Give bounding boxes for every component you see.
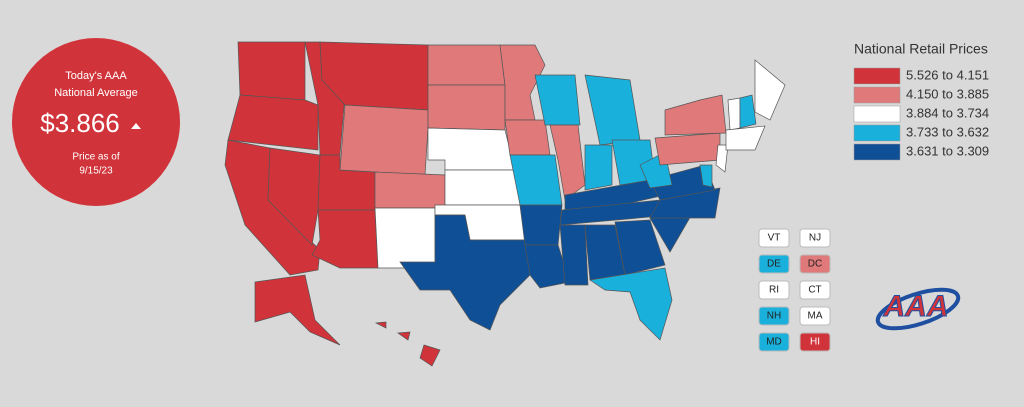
state <box>649 164 716 201</box>
state-box: DE <box>758 254 790 274</box>
box-bg <box>758 332 790 352</box>
state <box>589 267 673 341</box>
box-bg <box>758 228 790 248</box>
box-bg <box>799 332 831 352</box>
state <box>524 244 571 289</box>
box-label: DE <box>767 259 781 270</box>
state <box>664 94 727 136</box>
up-arrow <box>131 123 141 129</box>
logo-text: AAA <box>883 290 949 323</box>
state <box>311 209 379 269</box>
state <box>519 204 563 246</box>
state <box>374 171 446 209</box>
state <box>397 331 411 341</box>
state <box>237 41 306 101</box>
box-bg <box>758 306 790 326</box>
box-bg <box>758 254 790 274</box>
state <box>267 147 321 246</box>
box-label: NJ <box>809 233 821 244</box>
box-bg <box>799 280 831 300</box>
state <box>534 74 581 126</box>
state <box>254 274 341 346</box>
state-box: NH <box>758 306 790 326</box>
state <box>549 124 586 201</box>
legend-swatch <box>853 86 901 104</box>
legend-title: National Retail Prices <box>854 41 988 57</box>
state <box>754 59 786 121</box>
box-label: DC <box>808 259 822 270</box>
box-bg <box>799 228 831 248</box>
state-box: RI <box>758 280 790 300</box>
state <box>559 224 589 286</box>
card-line: National Average <box>54 87 138 99</box>
legend-label: 4.150 to 3.885 <box>906 86 989 101</box>
price-card: Today's AAA National Average $3.866 Pric… <box>12 38 180 206</box>
box-label: CT <box>808 285 821 296</box>
legend-label: 5.526 to 4.151 <box>906 67 989 82</box>
legend-label: 3.631 to 3.309 <box>906 143 989 158</box>
card-date: Price as of <box>72 152 119 163</box>
legend-swatch <box>853 143 901 161</box>
legend-label: 3.733 to 3.632 <box>906 124 989 139</box>
state <box>339 104 429 176</box>
box-label: NH <box>767 311 781 322</box>
legend: National Retail Prices 5.526 to 4.151 4.1… <box>853 41 989 161</box>
state <box>227 94 319 151</box>
state <box>727 97 741 131</box>
legend-label: 3.884 to 3.734 <box>906 105 989 120</box>
state-box: VT <box>758 228 790 248</box>
legend-swatch <box>853 105 901 123</box>
box-label: VT <box>768 233 781 244</box>
state <box>699 164 713 188</box>
state <box>444 169 521 206</box>
state <box>584 144 613 191</box>
state-box: MD <box>758 332 790 352</box>
aaa-logo: AAA <box>875 287 961 331</box>
state <box>427 44 506 86</box>
card-circle <box>12 38 180 206</box>
box-bg <box>799 254 831 274</box>
box-bg <box>799 306 831 326</box>
state-box: HI <box>799 332 831 352</box>
state-box: CT <box>799 280 831 300</box>
state <box>427 84 506 131</box>
card-line: Today's AAA <box>65 70 127 82</box>
state <box>504 119 551 156</box>
state-box: NJ <box>799 228 831 248</box>
state-box: DC <box>799 254 831 274</box>
state-box: MA <box>799 306 831 326</box>
box-label: MA <box>808 311 823 322</box>
state <box>614 219 666 276</box>
box-label: MD <box>766 337 782 348</box>
state <box>725 125 766 151</box>
state <box>374 321 387 329</box>
state <box>499 44 546 121</box>
card-date: 9/15/23 <box>79 166 113 177</box>
box-label: RI <box>769 285 779 296</box>
state <box>715 144 729 173</box>
small-state-boxes: VT NJ DE DC RI CT NH MA MD HI <box>758 228 831 352</box>
state <box>654 132 721 166</box>
state <box>419 344 441 367</box>
box-bg <box>758 280 790 300</box>
state <box>739 94 757 129</box>
legend-swatch <box>853 124 901 142</box>
us-map <box>224 41 786 367</box>
legend-swatch <box>853 67 901 85</box>
box-label: HI <box>810 337 820 348</box>
card-price: $3.866 <box>40 108 120 138</box>
state <box>374 207 436 269</box>
